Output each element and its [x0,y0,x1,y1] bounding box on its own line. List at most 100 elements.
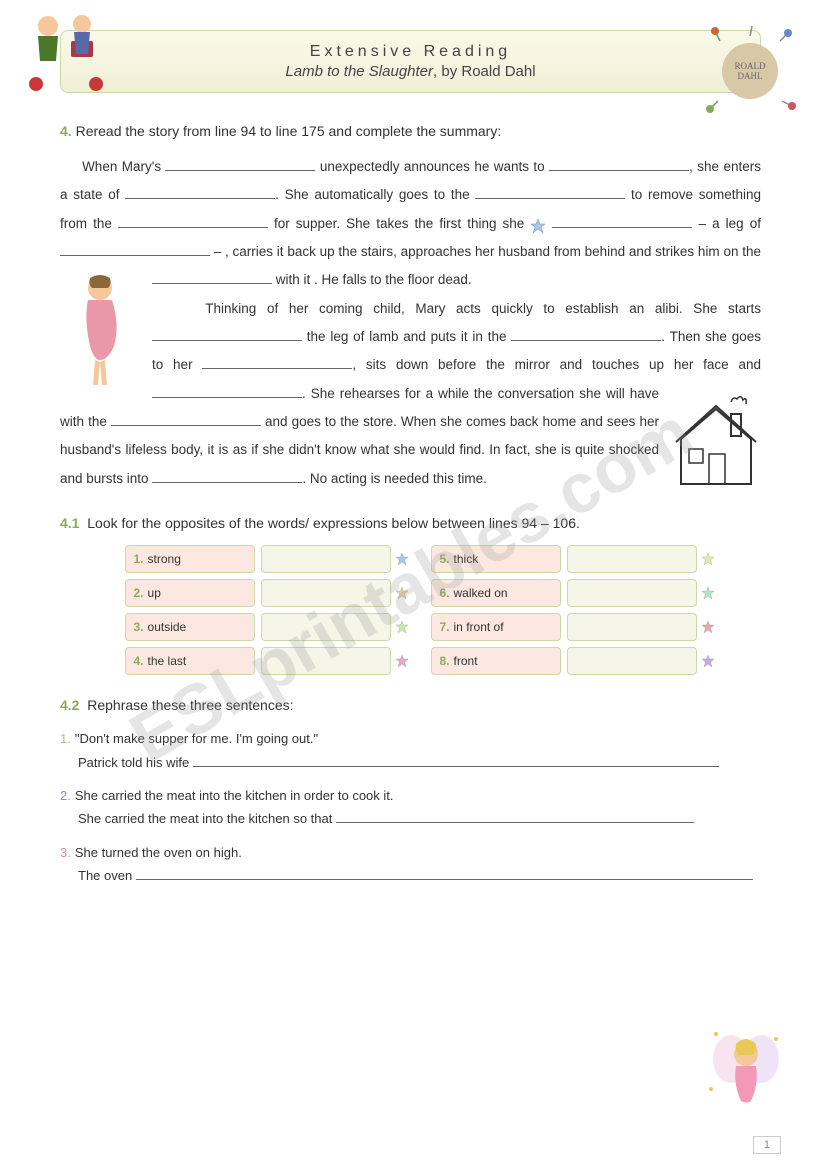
original-sentence: "Don't make supper for me. I'm going out… [75,731,318,746]
summary-text: Thinking of her coming child, Mary acts … [205,301,761,316]
star-icon [701,620,715,634]
opposite-answer-cell[interactable] [567,613,697,641]
opposite-answer-cell[interactable] [261,613,391,641]
summary-text: . No acting is needed this time. [302,471,487,486]
star-icon [701,586,715,600]
star-icon [395,620,409,634]
star-icon [395,586,409,600]
fairy-icon [701,1019,791,1119]
opposite-answer-cell[interactable] [567,579,697,607]
house-icon [671,384,761,494]
opposite-row: 8. front [431,647,697,675]
q4-instruction-text: Reread the story from line 94 to line 17… [76,123,502,139]
rephrase-item: 2. She carried the meat into the kitchen … [60,784,761,831]
rephrase-start: Patrick told his wife [78,755,193,770]
blank-input[interactable] [152,274,272,285]
star-icon [701,552,715,566]
q41-instruction: 4.1 Look for the opposites of the words/… [60,515,761,531]
q4-instruction: 4. Reread the story from line 94 to line… [60,123,761,139]
opposite-row: 3. outside [125,613,391,641]
blank-input[interactable] [336,813,694,823]
blank-input[interactable] [193,756,719,766]
opposite-answer-cell[interactable] [261,579,391,607]
summary-text: with it . He falls to the floor dead. [272,272,472,287]
summary-text: . She automatically goes to the [275,187,475,202]
blank-input[interactable] [125,189,275,200]
summary-text: unexpectedly announces he wants to [315,159,549,174]
q4-number: 4. [60,123,72,139]
opposites-grid: 1. strong 2. up 3. outside 4. the last 5. t… [60,545,761,675]
summary-text: the leg of lamb and puts it in the [302,329,511,344]
opposite-row: 1. strong [125,545,391,573]
page-subtitle: Lamb to the Slaughter, by Roald Dahl [81,63,740,80]
star-icon [395,654,409,668]
rephrase-list: 1. "Don't make supper for me. I'm going o… [60,727,761,887]
author-text: , by Roald Dahl [433,63,536,80]
star-icon [395,552,409,566]
opposite-word-cell: 8. front [431,647,561,675]
opposite-word-cell: 4. the last [125,647,255,675]
opposite-answer-cell[interactable] [261,647,391,675]
blank-input[interactable] [111,415,261,426]
opposites-col-left: 1. strong 2. up 3. outside 4. the last [125,545,391,675]
summary-text: – a leg of [692,216,761,231]
blank-input[interactable] [152,330,302,341]
blank-input[interactable] [475,189,625,200]
item-number: 3. [60,845,71,860]
blank-input[interactable] [165,160,315,171]
opposite-answer-cell[interactable] [567,545,697,573]
opposite-row: 7. in front of [431,613,697,641]
q41-number: 4.1 [60,515,79,531]
opposite-word-cell: 1. strong [125,545,255,573]
star-icon [530,216,546,232]
blank-input[interactable] [118,217,268,228]
opposite-word-cell: 5. thick [431,545,561,573]
blank-input[interactable] [552,217,692,228]
star-icon [701,654,715,668]
original-sentence: She turned the oven on high. [75,845,242,860]
opposite-row: 4. the last [125,647,391,675]
svg-text:DAHL: DAHL [738,71,763,81]
q42-number: 4.2 [60,697,79,713]
opposite-word-cell: 7. in front of [431,613,561,641]
summary-text: for supper. She takes the first thing sh… [268,216,530,231]
blank-input[interactable] [549,160,689,171]
opposite-answer-cell[interactable] [567,647,697,675]
summary-text: – , carries it back up the stairs, appro… [210,244,761,259]
opposites-col-right: 5. thick 6. walked on 7. in front of 8. fro… [431,545,697,675]
q41-instruction-text: Look for the opposites of the words/ exp… [87,515,580,531]
q42-instruction: 4.2 Rephrase these three sentences: [60,697,761,713]
rephrase-start: The oven [78,868,136,883]
opposite-word-cell: 6. walked on [431,579,561,607]
summary-passage: When Mary's unexpectedly announces he wa… [60,153,761,493]
pregnant-woman-icon [60,270,140,390]
header-band: ROALDDAHL Extensive Reading Lamb to the … [60,30,761,93]
rephrase-item: 3. She turned the oven on high. The oven [60,841,761,888]
opposite-answer-cell[interactable] [261,545,391,573]
item-number: 2. [60,788,71,803]
rephrase-start: She carried the meat into the kitchen so… [78,811,336,826]
roald-dahl-world-icon: ROALDDAHL [700,21,800,121]
blank-input[interactable] [152,472,302,483]
opposite-row: 6. walked on [431,579,697,607]
blank-input[interactable] [136,870,753,880]
blank-input[interactable] [511,330,661,341]
blank-input[interactable] [202,359,352,370]
rephrase-item: 1. "Don't make supper for me. I'm going o… [60,727,761,774]
summary-text: When Mary's [82,159,165,174]
opposite-word-cell: 2. up [125,579,255,607]
opposite-word-cell: 3. outside [125,613,255,641]
svg-text:ROALD: ROALD [735,61,766,71]
page-title: Extensive Reading [81,43,740,61]
opposite-row: 5. thick [431,545,697,573]
reader-kids-icon [26,6,106,96]
blank-input[interactable] [152,387,302,398]
page-number: 1 [753,1136,781,1154]
q42-instruction-text: Rephrase these three sentences: [87,697,293,713]
summary-text: , sits down before the mirror and touche… [352,357,761,372]
item-number: 1. [60,731,71,746]
opposite-row: 2. up [125,579,391,607]
original-sentence: She carried the meat into the kitchen in… [75,788,394,803]
blank-input[interactable] [60,245,210,256]
book-title: Lamb to the Slaughter [285,63,433,80]
